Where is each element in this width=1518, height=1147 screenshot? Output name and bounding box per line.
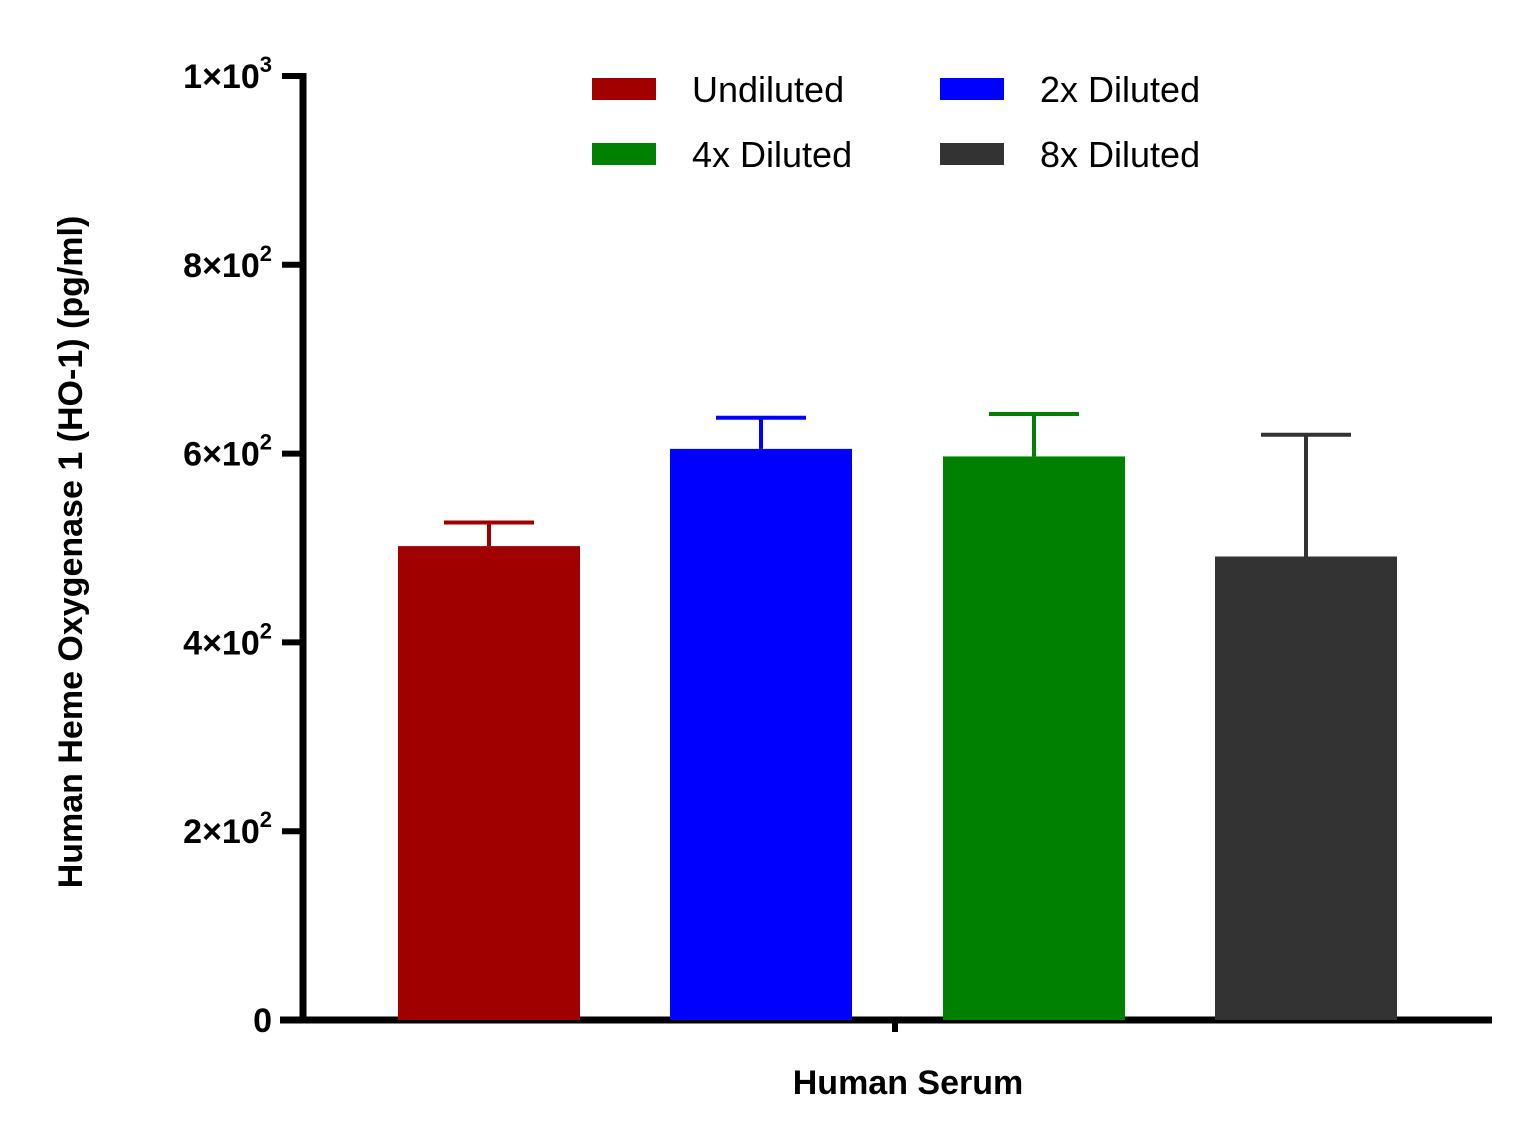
legend-swatch bbox=[940, 143, 1004, 165]
legend-label: 8x Diluted bbox=[1040, 134, 1200, 175]
bars bbox=[398, 411, 1397, 1020]
y-tick-label: 2×102 bbox=[183, 807, 272, 851]
legend-label: 4x Diluted bbox=[692, 134, 852, 175]
bar bbox=[1215, 556, 1397, 1020]
y-tick-label: 1×103 bbox=[183, 52, 272, 96]
y-tick-label: 6×102 bbox=[183, 430, 272, 474]
bar-group bbox=[398, 520, 580, 1020]
bar-group bbox=[670, 415, 852, 1020]
y-axis-title: Human Heme Oxygenase 1 (HO-1) (pg/ml) bbox=[52, 216, 90, 889]
legend-swatch bbox=[592, 78, 656, 100]
bar bbox=[670, 448, 852, 1020]
legend-item: 2x Diluted bbox=[940, 69, 1200, 110]
legend-item: 8x Diluted bbox=[940, 134, 1200, 175]
y-tick-label: 8×102 bbox=[183, 241, 272, 285]
legend: Undiluted 2x Diluted 4x Diluted 8x Diluted bbox=[592, 69, 1200, 175]
bar bbox=[398, 546, 580, 1020]
legend-swatch bbox=[940, 78, 1004, 100]
x-axis-title: Human Serum bbox=[793, 1064, 1024, 1102]
y-tick-label: 4×102 bbox=[183, 618, 272, 662]
legend-item: 4x Diluted bbox=[592, 134, 852, 175]
bar-group bbox=[943, 411, 1125, 1020]
y-axis: 0 2×102 4×102 6×102 8×102 1×103 bbox=[183, 52, 307, 1040]
y-tick-label: 0 bbox=[253, 1002, 272, 1040]
legend-item: Undiluted bbox=[592, 69, 844, 110]
legend-swatch bbox=[592, 143, 656, 165]
legend-label: 2x Diluted bbox=[1040, 69, 1200, 110]
x-axis bbox=[280, 1016, 1492, 1032]
bar-group bbox=[1215, 432, 1397, 1020]
bar bbox=[943, 456, 1125, 1020]
legend-label: Undiluted bbox=[692, 69, 844, 110]
